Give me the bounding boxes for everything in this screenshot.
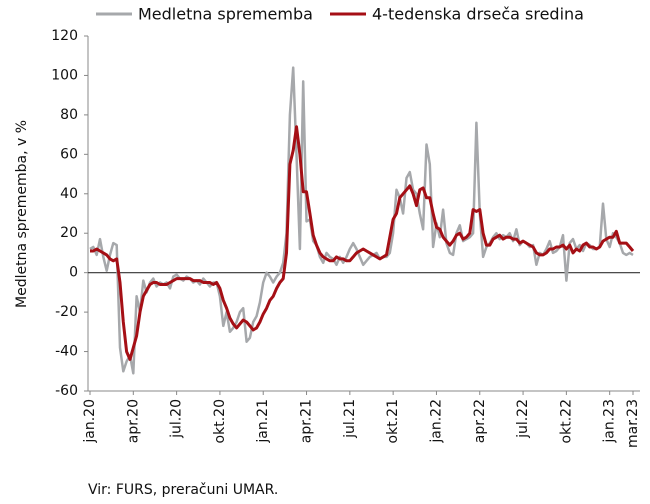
y-tick-label: 60	[60, 146, 78, 162]
x-tick-label: jul.21	[342, 399, 358, 439]
legend-label: Medletna sprememba	[138, 5, 313, 24]
x-tick-label: jan.21	[255, 399, 271, 444]
series-line	[90, 125, 635, 361]
y-tick-label: -20	[55, 304, 78, 320]
y-tick-label: 20	[60, 225, 78, 241]
x-tick-label: mar.23	[625, 399, 641, 448]
y-tick-label: -60	[55, 383, 78, 399]
y-tick-label: 100	[51, 67, 78, 83]
y-tick-label: -40	[55, 344, 78, 360]
x-tick-label: jul.22	[515, 399, 531, 439]
y-tick-label: 80	[60, 107, 78, 123]
x-tick-label: jul.20	[169, 399, 185, 439]
y-tick-label: 40	[60, 186, 78, 202]
legend-label: 4-tedenska drseča sredina	[372, 5, 584, 24]
y-axis-label: Medletna sprememba, v %	[14, 120, 30, 308]
y-tick-label: 0	[69, 265, 78, 281]
y-tick-label: 120	[51, 28, 78, 44]
x-tick-label: jan.23	[602, 399, 618, 444]
x-tick-label: apr.20	[125, 399, 141, 443]
x-tick-label: apr.22	[472, 399, 488, 443]
x-tick-label: jan.20	[82, 399, 98, 444]
x-tick-label: okt.22	[558, 399, 574, 443]
x-tick-label: apr.21	[299, 399, 315, 443]
x-tick-label: okt.21	[385, 399, 401, 443]
series-line	[89, 66, 634, 375]
source-note: Vir: FURS, preračuni UMAR.	[88, 482, 278, 498]
x-tick-label: okt.20	[212, 399, 228, 443]
x-tick-label: jan.22	[428, 399, 444, 444]
